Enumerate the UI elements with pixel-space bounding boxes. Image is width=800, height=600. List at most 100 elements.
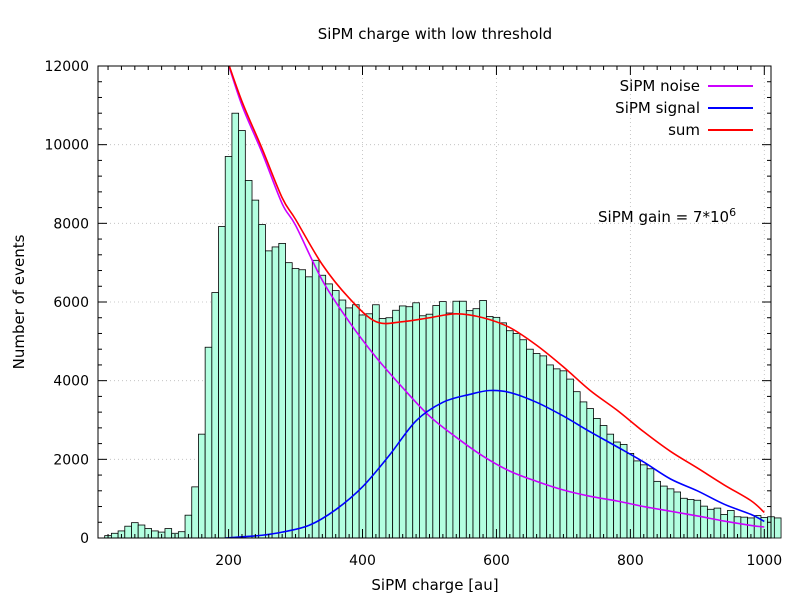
histogram-bar xyxy=(331,290,340,539)
histogram-bar xyxy=(465,310,474,539)
y-axis-label: Number of events xyxy=(10,234,28,369)
y-tick-label: 10000 xyxy=(44,138,89,154)
fit-curves xyxy=(225,66,765,538)
histogram-bar xyxy=(559,370,568,539)
y-tick-label: 4000 xyxy=(53,374,89,390)
x-tick-label: 600 xyxy=(483,553,510,569)
histogram-bar xyxy=(372,304,380,539)
histogram-bar xyxy=(278,242,286,539)
histogram-bar xyxy=(640,464,648,539)
series-line-1 xyxy=(225,389,765,538)
y-tick-label: 8000 xyxy=(53,216,89,232)
histogram-bar xyxy=(599,425,608,539)
histogram-bar xyxy=(706,508,715,539)
x-tick-label: 200 xyxy=(215,553,242,569)
chart-title: SiPM charge with low threshold xyxy=(318,25,552,43)
gain-annotation-base: SiPM gain = 7*10 xyxy=(598,208,729,226)
histogram-bar xyxy=(298,269,306,539)
histogram-bar xyxy=(492,316,501,539)
histogram-bar xyxy=(713,507,722,539)
histogram-bar xyxy=(291,268,300,539)
histogram-bar xyxy=(218,226,226,539)
histogram-bars xyxy=(104,112,782,539)
gain-annotation: SiPM gain = 7*106 xyxy=(598,206,736,226)
histogram-bar xyxy=(392,309,400,539)
histogram-bar xyxy=(231,112,240,539)
histogram-bar xyxy=(325,283,333,539)
series-line-2 xyxy=(228,66,765,514)
histogram-bar xyxy=(445,312,454,539)
histogram-bar xyxy=(258,224,266,539)
histogram-bar xyxy=(405,306,414,539)
y-tick-label: 12000 xyxy=(44,59,89,75)
histogram-bar xyxy=(110,532,119,539)
histogram-bar xyxy=(566,378,574,539)
histogram-bar xyxy=(419,315,427,539)
histogram-bar xyxy=(177,531,186,539)
histogram-bar xyxy=(579,401,588,539)
histogram-bar xyxy=(512,333,521,539)
histogram-bar xyxy=(311,259,320,539)
histogram-bar xyxy=(673,491,681,539)
histogram-bar xyxy=(398,305,407,539)
histogram-bar xyxy=(740,516,748,539)
histogram-bar xyxy=(305,276,313,539)
histogram-bar xyxy=(727,510,735,539)
histogram-bar xyxy=(479,300,487,539)
histogram-bar xyxy=(244,180,253,539)
histogram-bar xyxy=(499,322,507,539)
histogram-bar xyxy=(285,262,293,539)
histogram-bar xyxy=(238,130,246,539)
histogram-bar xyxy=(251,199,260,539)
histogram-bar xyxy=(425,313,434,539)
histogram-bar xyxy=(666,488,675,539)
histogram-bar xyxy=(539,355,548,539)
histogram-bar xyxy=(693,499,702,539)
histogram-bar xyxy=(680,497,688,539)
histogram-bar xyxy=(358,314,367,539)
histogram-bar xyxy=(700,505,708,539)
legend: SiPM noise SiPM signal sum xyxy=(615,77,753,139)
histogram-bar xyxy=(204,346,213,539)
histogram-bar xyxy=(485,316,494,539)
histogram-bar xyxy=(526,348,534,539)
histogram-bar xyxy=(519,339,527,539)
histogram-bar xyxy=(439,301,447,539)
x-tick-label: 1000 xyxy=(746,553,782,569)
y-tick-label: 6000 xyxy=(53,295,89,311)
histogram-bar xyxy=(606,433,615,539)
histogram-bar xyxy=(586,408,594,539)
x-tick-label: 800 xyxy=(617,553,644,569)
gain-annotation-exponent: 6 xyxy=(729,206,736,219)
histogram-bar xyxy=(352,304,360,539)
histogram-bar xyxy=(613,441,621,539)
histogram-bar xyxy=(137,524,146,539)
histogram-bar xyxy=(198,433,206,539)
histogram-bar xyxy=(773,517,782,539)
legend-label: SiPM noise xyxy=(620,77,700,95)
histogram-bar xyxy=(573,391,581,539)
histogram-bar xyxy=(191,486,199,539)
histogram-bar xyxy=(378,318,387,539)
histogram-bar xyxy=(224,156,233,539)
histogram-bar xyxy=(318,274,327,539)
histogram-bar xyxy=(646,468,655,539)
histogram-bar xyxy=(265,250,273,539)
axis-ticks xyxy=(98,65,771,539)
histogram-bar xyxy=(459,300,467,539)
legend-label: SiPM signal xyxy=(615,99,700,117)
histogram-bar xyxy=(271,246,280,539)
histogram-bar xyxy=(452,300,461,539)
histogram-bar xyxy=(151,530,159,539)
histogram-bar xyxy=(660,485,668,539)
y-tick-label: 0 xyxy=(80,531,89,547)
histogram-bar xyxy=(124,525,132,539)
histogram-bar xyxy=(345,307,353,539)
histogram-bar xyxy=(552,368,561,539)
series-line-0 xyxy=(228,66,765,528)
y-tick-label: 2000 xyxy=(53,452,89,468)
histogram-bar xyxy=(546,364,554,539)
x-tick-label: 400 xyxy=(349,553,376,569)
histogram-bar xyxy=(626,453,635,539)
